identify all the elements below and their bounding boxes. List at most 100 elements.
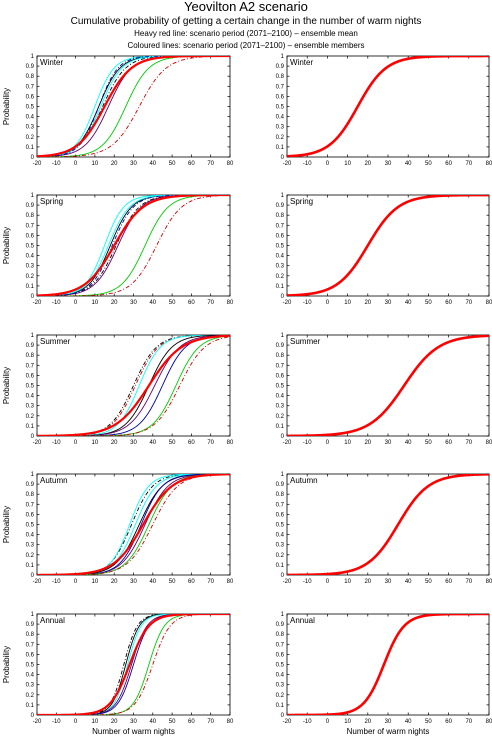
y-tick-label: 0.1 bbox=[276, 145, 285, 151]
ensemble-mean-line bbox=[287, 614, 489, 715]
x-tick-label: 20 bbox=[364, 300, 371, 306]
x-tick-label: -20 bbox=[283, 440, 292, 446]
curves bbox=[37, 474, 230, 575]
y-tick-label: 0.2 bbox=[276, 414, 285, 420]
ensemble-mean-line bbox=[287, 195, 489, 296]
x-tick-label: -10 bbox=[303, 719, 312, 725]
y-tick-label: 0.3 bbox=[276, 404, 285, 410]
y-tick-label: 0.9 bbox=[276, 343, 285, 349]
x-tick-label: 40 bbox=[405, 440, 412, 446]
x-tick-label: 20 bbox=[364, 161, 371, 167]
axes-frame bbox=[286, 334, 490, 437]
x-tick-label: 30 bbox=[130, 440, 137, 446]
x-tick-label: 80 bbox=[486, 161, 492, 167]
x-tick-label: 0 bbox=[74, 161, 78, 167]
y-tick-label: 0.4 bbox=[276, 254, 285, 260]
y-tick-label: 1 bbox=[31, 193, 35, 199]
ensemble-mean-line bbox=[37, 335, 230, 436]
x-tick-label: 30 bbox=[385, 719, 392, 725]
ensemble-mean-line bbox=[287, 474, 489, 575]
member-line bbox=[37, 474, 230, 575]
x-tick-label: 20 bbox=[364, 440, 371, 446]
y-tick-label: 0 bbox=[281, 713, 285, 719]
y-tick-label: 0 bbox=[31, 294, 35, 300]
x-tick-label: 0 bbox=[74, 300, 78, 306]
y-axis-label: Probability bbox=[2, 646, 11, 683]
y-tick-label: 0 bbox=[281, 294, 285, 300]
y-tick-label: 0.5 bbox=[26, 105, 35, 111]
x-tick-label: 50 bbox=[425, 440, 432, 446]
y-tick-label: 0.2 bbox=[26, 693, 35, 699]
y-tick-label: 1 bbox=[281, 54, 285, 60]
y-tick-label: 0.7 bbox=[26, 502, 35, 508]
x-tick-label: 50 bbox=[425, 719, 432, 725]
member-line bbox=[37, 56, 230, 157]
y-tick-label: 0.8 bbox=[26, 353, 35, 359]
member-line bbox=[37, 195, 230, 296]
axes-frame bbox=[36, 194, 231, 297]
x-tick-label: -10 bbox=[52, 719, 61, 725]
x-tick-label: 40 bbox=[149, 579, 156, 585]
x-tick-label: 10 bbox=[344, 719, 351, 725]
note-ensemble-mean: Heavy red line: scenario period (2071–21… bbox=[134, 29, 358, 38]
x-tick-label: 0 bbox=[326, 300, 330, 306]
y-tick-label: 0.5 bbox=[26, 384, 35, 390]
season-label: Winter bbox=[290, 58, 313, 67]
curves bbox=[37, 335, 230, 436]
y-tick-label: 0.9 bbox=[276, 64, 285, 70]
y-tick-label: 0.8 bbox=[276, 492, 285, 498]
axes-frame bbox=[286, 55, 490, 158]
x-tick-label: 10 bbox=[92, 579, 99, 585]
y-tick-label: 0.2 bbox=[276, 274, 285, 280]
chart-subtitle: Cumulative probability of getting a cert… bbox=[71, 16, 422, 27]
x-tick-label: 50 bbox=[425, 300, 432, 306]
x-axis-label: Number of warm nights bbox=[347, 727, 430, 736]
curves bbox=[287, 195, 489, 296]
x-tick-label: 80 bbox=[227, 719, 234, 725]
panel-annual-ensemble-mean: -20 -10 0 10 20 30 40 50 60 70 80 0 0.1 0.2 0.3 0.4 0.5 0… bbox=[276, 612, 492, 736]
x-tick-label: 20 bbox=[364, 719, 371, 725]
y-tick-label: 0.3 bbox=[26, 543, 35, 549]
y-tick-label: 0.5 bbox=[276, 663, 285, 669]
y-tick-label: 0.4 bbox=[26, 254, 35, 260]
x-tick-label: 40 bbox=[149, 161, 156, 167]
chart-title: Yeovilton A2 scenario bbox=[184, 0, 308, 14]
y-tick-label: 0.6 bbox=[276, 373, 285, 379]
panel-winter-members: -20 -10 0 10 20 30 40 50 60 70 80 0 0.1 0.2 0.3 0.4 0.5 0… bbox=[2, 54, 234, 167]
member-line bbox=[37, 195, 230, 296]
x-tick-label: -10 bbox=[52, 300, 61, 306]
y-tick-label: 1 bbox=[31, 612, 35, 618]
x-tick-label: 60 bbox=[188, 161, 195, 167]
x-tick-label: 40 bbox=[149, 440, 156, 446]
x-tick-label: 60 bbox=[445, 440, 452, 446]
x-tick-label: -20 bbox=[283, 579, 292, 585]
y-tick-label: 0.2 bbox=[26, 274, 35, 280]
x-tick-label: -20 bbox=[33, 719, 42, 725]
y-tick-label: 0 bbox=[31, 573, 35, 579]
x-tick-label: 10 bbox=[92, 719, 99, 725]
x-tick-label: 0 bbox=[326, 161, 330, 167]
member-line bbox=[37, 56, 230, 157]
x-tick-label: 20 bbox=[111, 440, 118, 446]
x-tick-label: 0 bbox=[326, 440, 330, 446]
x-tick-label: 40 bbox=[405, 579, 412, 585]
y-tick-label: 0.9 bbox=[26, 343, 35, 349]
x-tick-label: 50 bbox=[169, 579, 176, 585]
member-line bbox=[37, 336, 230, 436]
season-label: Annual bbox=[290, 616, 315, 625]
x-tick-label: 70 bbox=[207, 719, 214, 725]
curves bbox=[287, 56, 489, 157]
x-tick-label: -10 bbox=[303, 300, 312, 306]
x-tick-label: 10 bbox=[344, 579, 351, 585]
x-tick-label: 60 bbox=[188, 300, 195, 306]
member-line bbox=[37, 56, 230, 157]
y-tick-label: 0.6 bbox=[276, 94, 285, 100]
axes-frame bbox=[286, 613, 490, 716]
x-tick-label: 50 bbox=[425, 579, 432, 585]
y-tick-label: 0 bbox=[31, 155, 35, 161]
y-tick-label: 0.7 bbox=[26, 642, 35, 648]
x-tick-label: 70 bbox=[465, 579, 472, 585]
x-tick-label: -20 bbox=[33, 161, 42, 167]
x-tick-label: 60 bbox=[445, 300, 452, 306]
panel-grid: -20 -10 0 10 20 30 40 50 60 70 8000.10.20.30.40.50… bbox=[2, 54, 492, 736]
